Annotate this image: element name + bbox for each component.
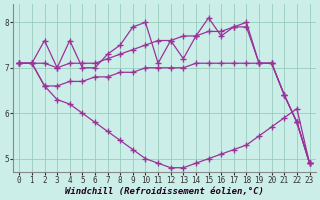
X-axis label: Windchill (Refroidissement éolien,°C): Windchill (Refroidissement éolien,°C) (65, 187, 264, 196)
